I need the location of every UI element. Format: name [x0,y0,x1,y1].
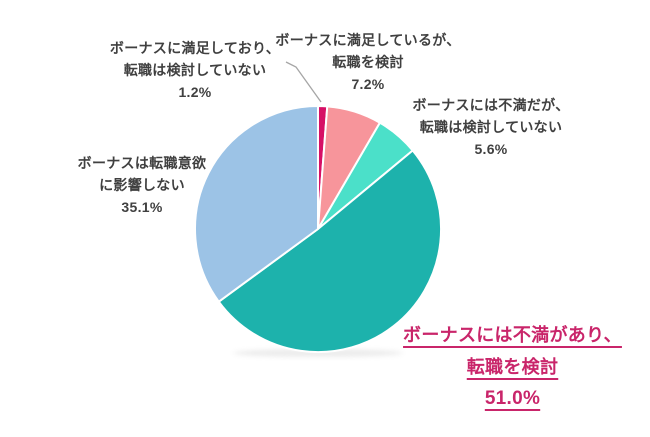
pie-slice-4 [194,105,319,303]
slice-label-line: 転職は検討していない [419,119,563,135]
slice-label-line: ボーナスには不満があり、 [403,325,622,345]
slice-label-satisfied-considering-change: ボーナスに満足しているが、 転職を検討 7.2% [273,29,463,95]
slice-label-line: 転職を検討 [466,357,559,377]
slice-label-dissatisfied-considering-change: ボーナスには不満があり、 転職を検討 51.0% [390,319,635,415]
pie-slices [194,105,443,354]
slice-percent: 7.2% [351,76,385,92]
slice-label-line: 転職は検討していない [123,62,267,78]
slice-label-line: に影響しない [99,177,185,193]
slice-percent: 5.6% [474,141,508,157]
slice-label-line: ボーナスには不満だが、 [412,97,570,113]
slice-label-line: 転職を検討 [332,54,404,70]
slice-label-no-influence: ボーナスは転職意欲 に影響しない 35.1% [64,152,220,218]
slice-percent: 1.2% [178,84,212,100]
slice-label-dissatisfied-no-change: ボーナスには不満だが、 転職は検討していない 5.6% [399,94,583,160]
slice-label-line: ボーナスは転職意欲 [77,155,207,171]
slice-label-line: ボーナスに満足しており、 [109,40,281,56]
leader-line [285,61,322,103]
slice-label-line: ボーナスに満足しているが、 [275,32,461,48]
slice-label-satisfied-no-change: ボーナスに満足しており、 転職は検討していない 1.2% [103,37,287,103]
pie-slice-3 [217,149,443,354]
slice-percent: 51.0% [484,388,541,409]
slice-percent: 35.1% [121,199,163,215]
